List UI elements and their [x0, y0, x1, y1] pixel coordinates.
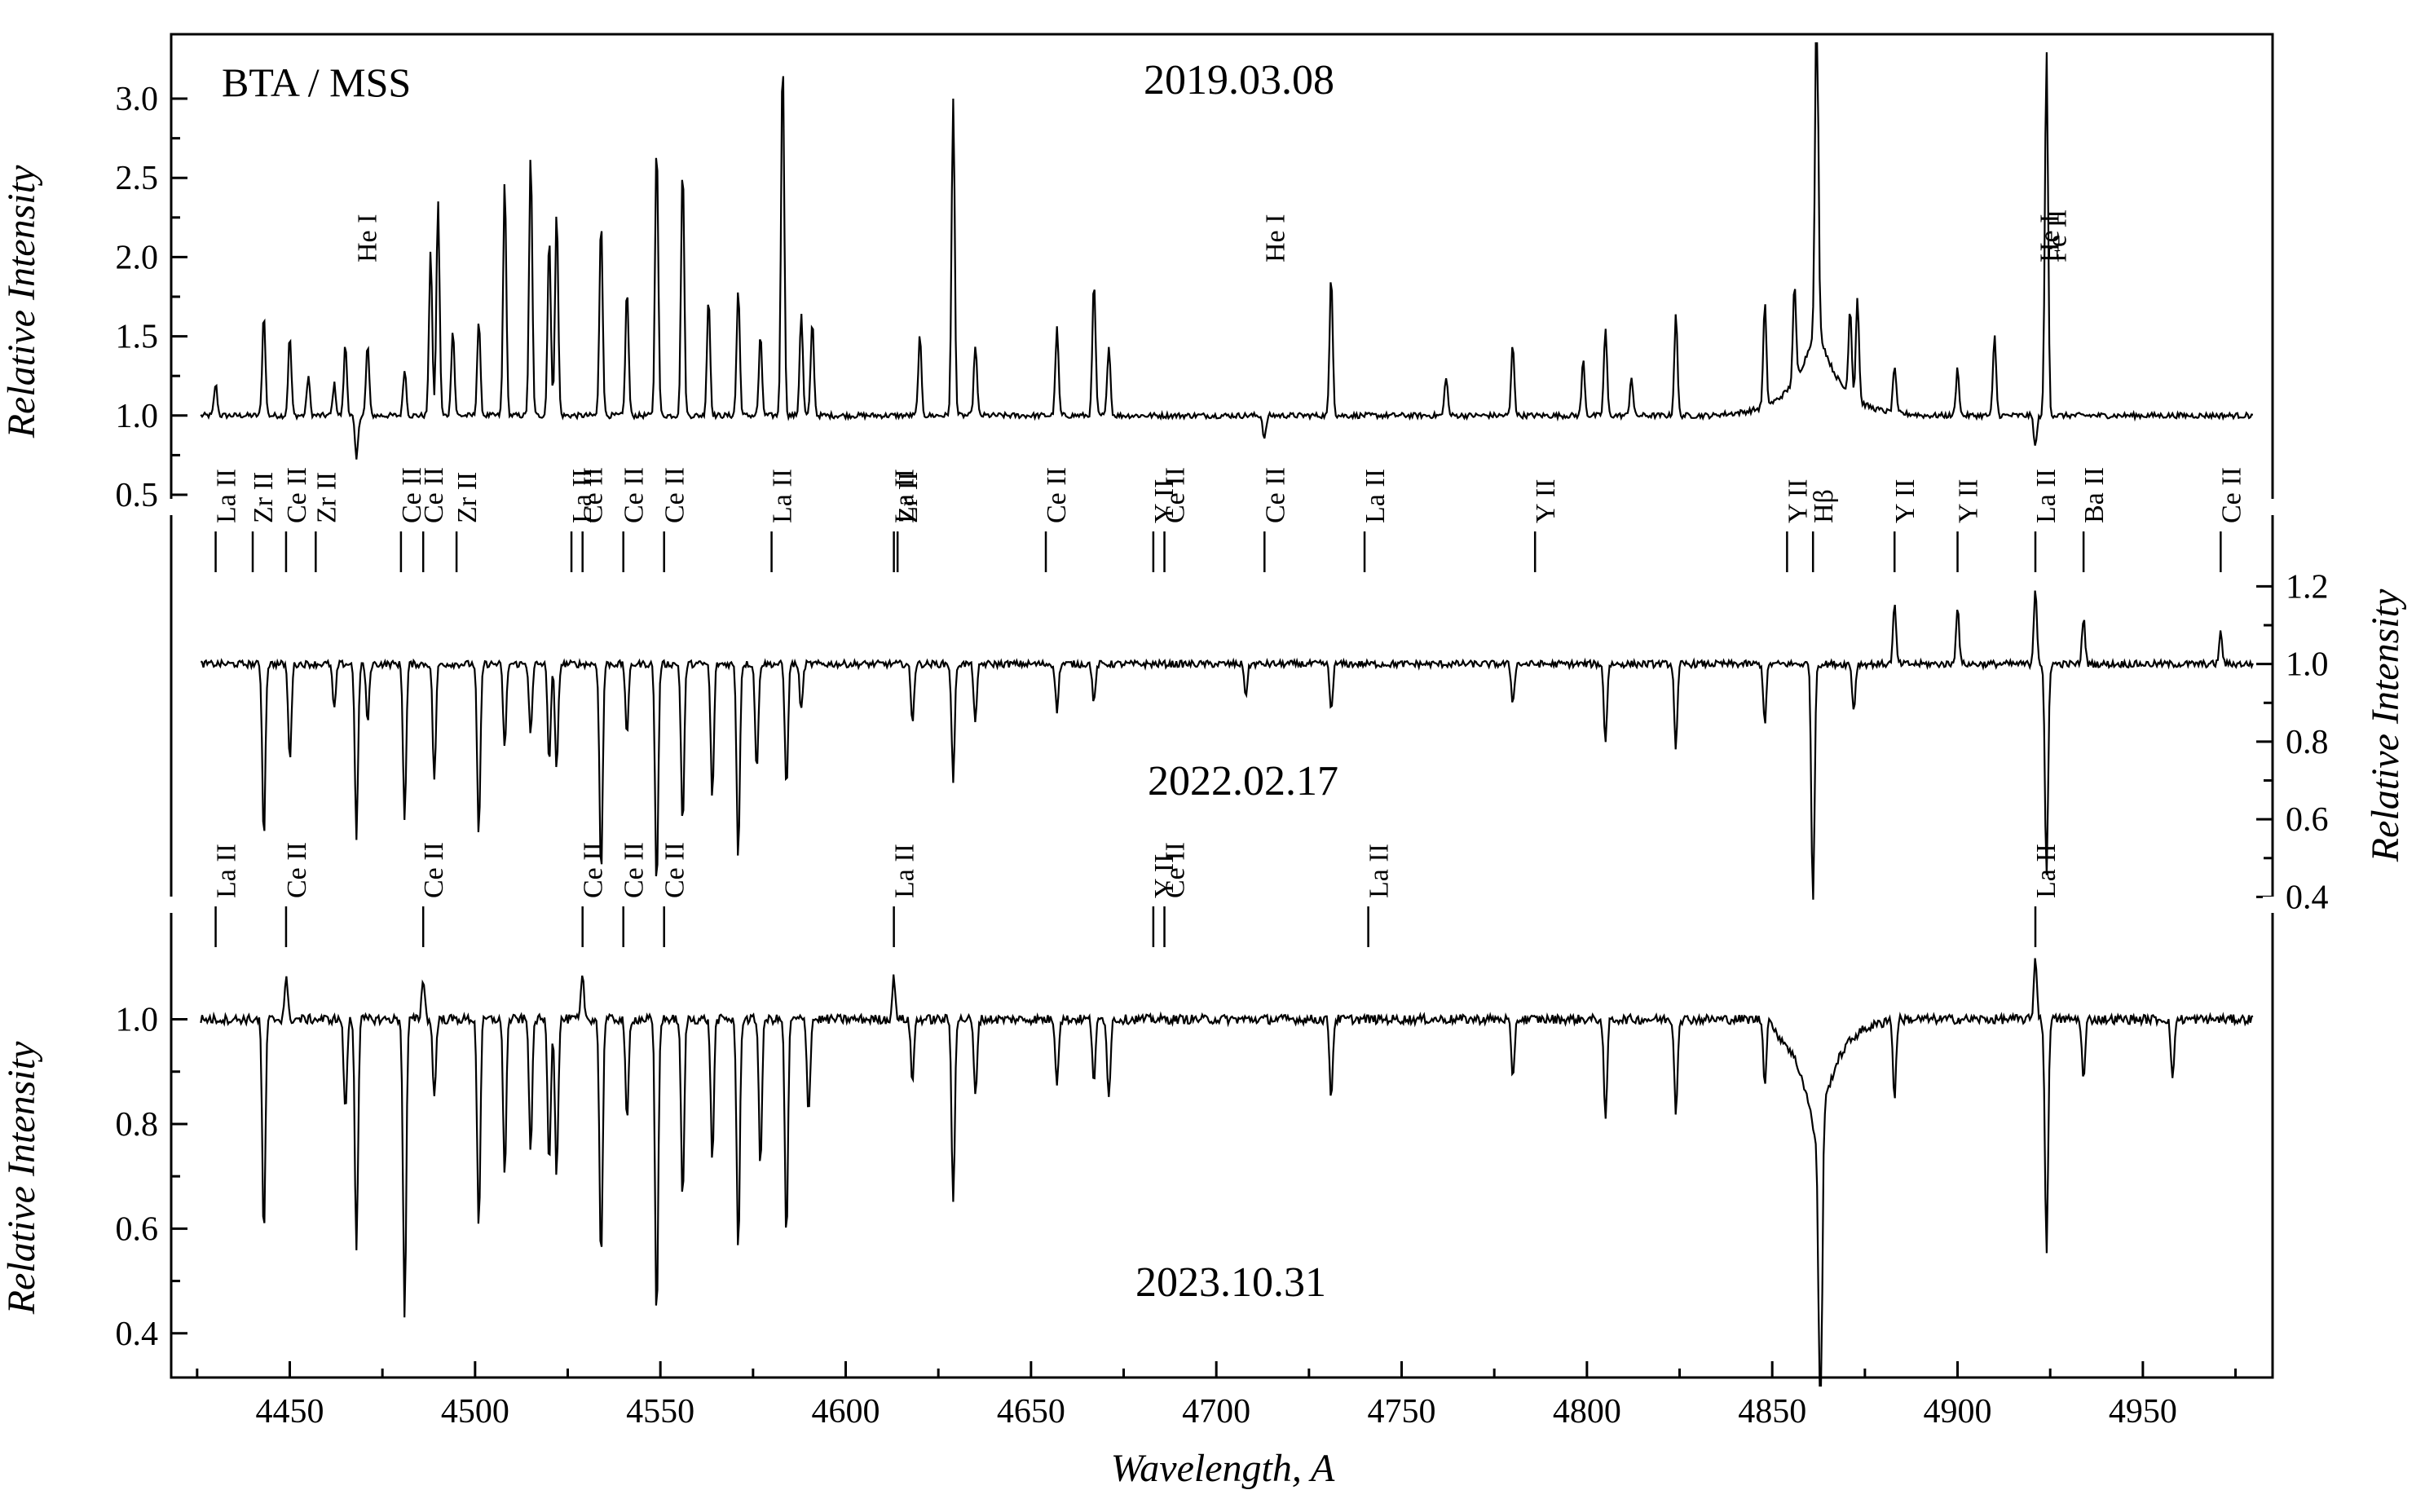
line-label: La II — [890, 469, 920, 523]
line-label: La II — [768, 469, 798, 523]
y-tick-label: 0.4 — [2286, 879, 2329, 916]
x-tick-label: 4600 — [812, 1393, 880, 1430]
y-tick-label: 1.0 — [2286, 646, 2329, 684]
line-label: Ce II — [419, 467, 449, 523]
line-label: Ce II — [1042, 467, 1072, 523]
panel-date: 2019.03.08 — [1144, 57, 1334, 104]
corner-label: BTA / MSS — [222, 60, 411, 105]
y-axis-title: Relative Intensity — [0, 165, 43, 439]
line-label: La II — [212, 844, 242, 898]
x-axis: 4450 4500 4550 4600 4650 4700 4750 4800 4850 4900… — [196, 1361, 2238, 1430]
line-label: Ce II — [619, 842, 650, 898]
line-label: La II — [2031, 469, 2061, 523]
frame-gap — [2263, 897, 2282, 913]
y-tick-label: 0.8 — [116, 1106, 159, 1144]
spectrum-line — [200, 42, 2254, 460]
line-label: Y II — [1149, 854, 1179, 898]
line-label: Y II — [1954, 479, 1984, 523]
line-label: La II — [567, 469, 597, 523]
line-label: Ce II — [282, 842, 312, 898]
line-label: La II — [212, 469, 242, 523]
line-label: Ce II — [282, 467, 312, 523]
y-tick-label: 0.6 — [2286, 801, 2329, 839]
line-label: Y II — [1531, 479, 1561, 523]
frame-gap — [2263, 499, 2282, 515]
line-label: Fe II — [2043, 209, 2073, 262]
y-tick-label: 1.0 — [116, 398, 159, 435]
x-tick-label: 4900 — [1924, 1393, 1992, 1430]
x-tick-label: 4550 — [626, 1393, 694, 1430]
plot-frame — [170, 33, 2274, 1379]
line-label: Ba II — [2079, 467, 2110, 523]
spectrum-line — [200, 590, 2254, 900]
line-label: He I — [1260, 214, 1290, 262]
frame-gap — [161, 897, 181, 913]
line-label: Y II — [1783, 479, 1813, 523]
line-label: Ce II — [619, 467, 650, 523]
y-tick-label: 1.2 — [2286, 568, 2329, 606]
line-label: Zr II — [311, 472, 342, 523]
line-label: Zr II — [249, 472, 279, 523]
x-tick-label: 4700 — [1182, 1393, 1250, 1430]
line-label: Ce II — [419, 842, 449, 898]
x-tick-label: 4800 — [1553, 1393, 1621, 1430]
x-tick-label: 4750 — [1368, 1393, 1436, 1430]
x-tick-label: 4450 — [255, 1393, 324, 1430]
y-tick-label: 0.5 — [116, 477, 159, 514]
y-tick-label: 0.6 — [116, 1210, 159, 1248]
line-label: Y II — [1890, 479, 1920, 523]
y-tick-label: 1.0 — [116, 1002, 159, 1039]
line-label: Y II — [1149, 479, 1179, 523]
y-tick-label: 0.8 — [2286, 724, 2329, 761]
y-tick-label: 3.0 — [116, 81, 159, 118]
panel-2022: 0.4 0.6 0.8 1.0 1.2 Relative Intensity 2022.02… — [200, 467, 2407, 916]
line-label: Ce II — [660, 842, 690, 898]
panel-date: 2023.10.31 — [1135, 1259, 1326, 1306]
y-axis-title: Relative Intensity — [0, 1041, 43, 1315]
line-label: Ce II — [1161, 842, 1191, 898]
line-label: La II — [1365, 844, 1395, 898]
line-label: He I — [2035, 214, 2066, 262]
line-label: Ce II — [579, 842, 609, 898]
line-label: Ce II — [660, 467, 690, 523]
line-label: La II — [890, 844, 920, 898]
line-label: La II — [2031, 844, 2061, 898]
line-label: Ce II — [1260, 467, 1290, 523]
x-axis-title: Wavelength, A — [1111, 1447, 1335, 1490]
y-tick-label: 0.4 — [116, 1316, 159, 1353]
panel-2019: 0.5 1.0 1.5 2.0 2.5 3.0 Relative Intensity 2019… — [0, 42, 2254, 514]
panel-2023: 0.4 0.6 0.8 1.0 Relative Intensity 2023.10.31… — [0, 842, 2254, 1387]
line-label: Ce II — [579, 467, 609, 523]
line-label: Zr II — [452, 472, 483, 523]
y-tick-label: 2.5 — [116, 160, 159, 197]
x-tick-label: 4950 — [2109, 1393, 2177, 1430]
y-tick-label: 1.5 — [116, 319, 159, 356]
spectrum-line — [200, 958, 2254, 1387]
y-axis-title: Relative Intensity — [2364, 588, 2407, 862]
line-label: Ce II — [2216, 467, 2246, 523]
panel-date: 2022.02.17 — [1148, 758, 1338, 804]
y-tick-label: 2.0 — [116, 239, 159, 276]
line-label: Ce II — [397, 467, 427, 523]
line-label: He I — [352, 214, 382, 262]
line-label: Zr II — [893, 472, 924, 523]
x-tick-label: 4500 — [441, 1393, 509, 1430]
line-label: Hβ — [1809, 489, 1839, 523]
frame-gap — [161, 499, 181, 515]
x-tick-label: 4650 — [997, 1393, 1065, 1430]
line-label: La II — [1360, 469, 1391, 523]
line-label: Ce II — [1161, 467, 1191, 523]
x-tick-label: 4850 — [1738, 1393, 1806, 1430]
